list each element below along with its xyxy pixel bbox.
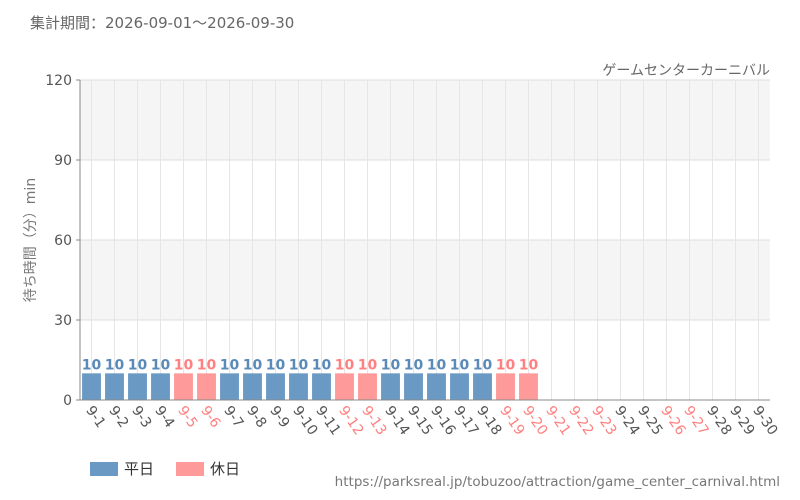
x-tick-label: 9-26 <box>657 403 688 438</box>
data-label: 10 <box>450 357 470 373</box>
data-label: 10 <box>220 357 240 373</box>
bar <box>473 373 492 400</box>
bar <box>197 373 216 400</box>
x-tick-labels: 9-19-29-39-49-59-69-79-89-99-109-119-129… <box>82 403 780 438</box>
legend: 平日 休日 <box>90 458 240 479</box>
bar <box>243 373 262 400</box>
y-tick-label: 90 <box>54 153 72 169</box>
x-tick-label: 9-22 <box>565 403 596 438</box>
legend-label-holiday: 休日 <box>210 460 241 478</box>
period-label: 集計期間：2026-09-01～2026-09-30 <box>30 14 295 32</box>
x-tick-label: 9-23 <box>588 403 619 438</box>
data-labels: 10 10 10 10 10 10 10 10 10 10 10 10 10 10 10 10 10 10 10 10 <box>82 357 539 373</box>
data-label: 10 <box>519 357 539 373</box>
x-tick-label: 9-15 <box>404 403 435 438</box>
plot-band <box>80 160 770 240</box>
data-label: 10 <box>151 357 171 373</box>
y-tick-label: 0 <box>63 393 72 409</box>
bar <box>174 373 193 400</box>
x-tick-label: 9-18 <box>473 403 504 438</box>
data-label: 10 <box>289 357 309 373</box>
bar <box>312 373 331 400</box>
x-tick-label: 9-11 <box>312 403 343 438</box>
x-tick-label: 9-8 <box>243 403 269 431</box>
bar <box>220 373 239 400</box>
y-tick-label: 60 <box>54 233 72 249</box>
x-tick-label: 9-28 <box>703 403 734 438</box>
y-tick-label: 120 <box>45 73 72 89</box>
x-tick-label: 9-4 <box>151 403 177 431</box>
x-tick-label: 9-24 <box>611 403 642 438</box>
legend-label-weekday: 平日 <box>124 460 155 478</box>
data-label: 10 <box>197 357 217 373</box>
bar <box>427 373 446 400</box>
x-tick-label: 9-30 <box>749 403 780 438</box>
data-label: 10 <box>335 357 355 373</box>
x-tick-label: 9-13 <box>358 403 389 438</box>
x-tick-label: 9-9 <box>266 403 292 431</box>
data-label: 10 <box>427 357 447 373</box>
bars <box>82 373 538 400</box>
x-tick-label: 9-12 <box>335 403 366 438</box>
data-label: 10 <box>473 357 493 373</box>
data-label: 10 <box>82 357 102 373</box>
x-tick-label: 9-16 <box>427 403 458 438</box>
data-label: 10 <box>266 357 286 373</box>
x-tick-label: 9-27 <box>680 403 711 438</box>
source-url: https://parksreal.jp/tobuzoo/attraction/… <box>334 474 780 490</box>
data-label: 10 <box>243 357 263 373</box>
y-tick-labels: 0 30 60 90 120 <box>45 73 80 409</box>
data-label: 10 <box>381 357 401 373</box>
x-tick-label: 9-3 <box>128 403 154 431</box>
data-label: 10 <box>496 357 516 373</box>
plot-band <box>80 80 770 160</box>
x-tick-label: 9-14 <box>381 403 412 438</box>
data-label: 10 <box>358 357 378 373</box>
x-tick-label: 9-1 <box>82 403 108 431</box>
legend-swatch-holiday <box>176 461 205 476</box>
legend-item-holiday: 休日 <box>176 458 240 479</box>
plot-band <box>80 240 770 320</box>
data-label: 10 <box>128 357 148 373</box>
bar <box>358 373 377 400</box>
x-tick-label: 9-19 <box>496 403 527 438</box>
x-tick-label: 9-10 <box>289 403 320 438</box>
bar <box>105 373 124 400</box>
bar <box>335 373 354 400</box>
x-tick-label: 9-17 <box>450 403 481 438</box>
bar <box>151 373 170 400</box>
bar <box>266 373 285 400</box>
bar <box>289 373 308 400</box>
legend-item-weekday: 平日 <box>90 458 154 479</box>
x-tick-label: 9-25 <box>634 403 665 438</box>
bar <box>128 373 147 400</box>
bar <box>450 373 469 400</box>
data-label: 10 <box>105 357 125 373</box>
x-tick-label: 9-5 <box>174 403 200 431</box>
y-tick-label: 30 <box>54 313 72 329</box>
attraction-name: ゲームセンターカーニバル <box>602 63 770 79</box>
data-label: 10 <box>174 357 194 373</box>
bar <box>82 373 101 400</box>
plot-band <box>80 320 770 400</box>
plot-bands <box>80 80 770 400</box>
bar <box>381 373 400 400</box>
bar <box>404 373 423 400</box>
bar <box>496 373 515 400</box>
x-tick-label: 9-6 <box>197 403 223 431</box>
bar <box>519 373 538 400</box>
x-tick-label: 9-20 <box>519 403 550 438</box>
legend-swatch-weekday <box>90 461 118 476</box>
wait-time-bar-chart: 10 10 10 10 10 10 10 10 10 10 10 10 10 10 10 10 10 10 10 10… <box>45 73 780 438</box>
data-label: 10 <box>404 357 424 373</box>
x-tick-label: 9-7 <box>220 403 246 431</box>
x-tick-label: 9-2 <box>105 403 131 431</box>
grid-lines <box>80 79 770 400</box>
data-label: 10 <box>312 357 332 373</box>
x-tick-label: 9-29 <box>726 403 757 438</box>
x-tick-label: 9-21 <box>542 403 573 438</box>
